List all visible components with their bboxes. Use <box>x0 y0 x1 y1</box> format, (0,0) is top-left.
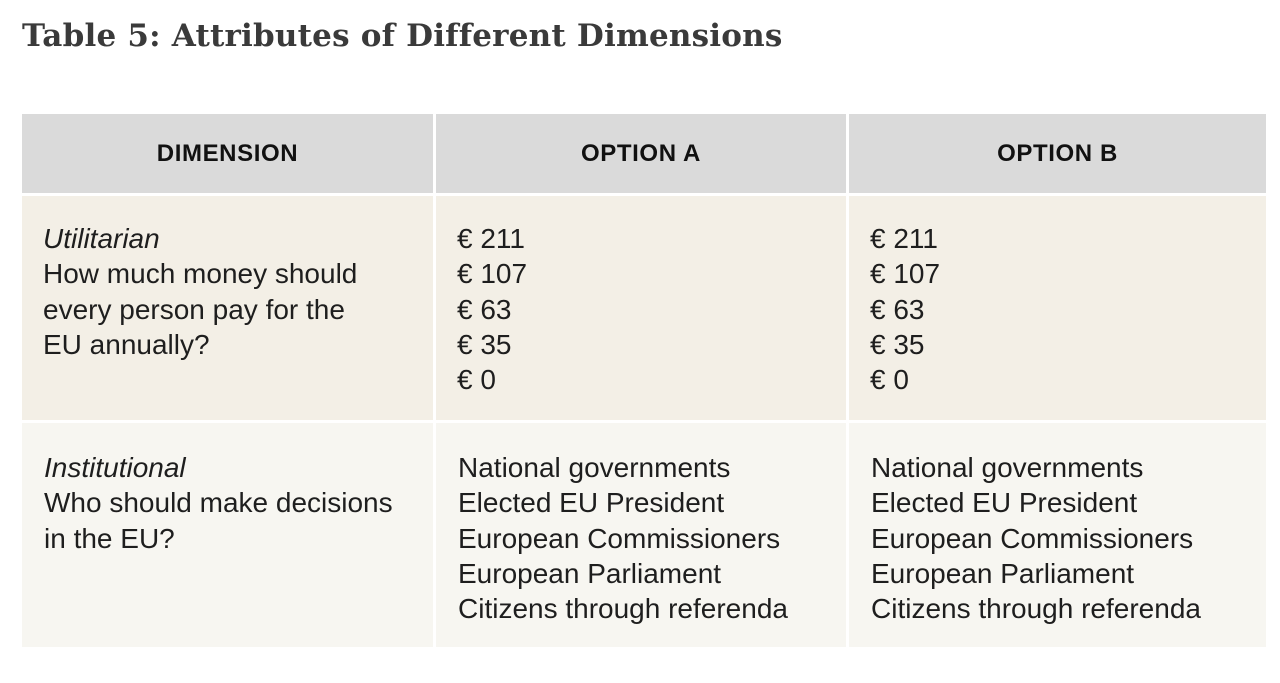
dimension-name: Utilitarian <box>43 223 160 254</box>
row-utilitarian-dimension-cell: Utilitarian How much money should every … <box>22 196 436 423</box>
row-institutional-dimension-cell: Institutional Who should make decisions … <box>22 423 436 650</box>
option-value: Elected EU President <box>871 487 1138 519</box>
option-value: National governments <box>458 452 731 483</box>
question-line: Who should make decisions <box>44 487 393 519</box>
option-value: € 0 <box>457 364 496 396</box>
option-value: European Commissioners <box>871 522 1194 554</box>
row-institutional-option-b-cell: National governments Elected EU Presiden… <box>849 423 1266 650</box>
row-utilitarian-option-b-cell: € 211 € 107 € 63 € 35 € 0 <box>849 196 1266 423</box>
option-value: € 211 <box>870 223 938 254</box>
table-title: Table 5: Attributes of Different Dimensi… <box>22 18 783 54</box>
option-value: € 107 <box>870 258 941 290</box>
option-value: Citizens through referenda <box>458 593 788 625</box>
header-option-a: OPTION A <box>436 114 849 196</box>
option-value: National governments <box>871 452 1144 483</box>
row-utilitarian-option-a-cell: € 211 € 107 € 63 € 35 € 0 <box>436 196 849 423</box>
option-value: € 107 <box>457 258 528 290</box>
option-value: European Parliament <box>871 557 1135 589</box>
question-line: every person pay for the <box>43 293 345 325</box>
dimension-name: Institutional <box>44 452 186 483</box>
option-value: € 0 <box>870 364 909 396</box>
option-value: € 63 <box>870 293 925 325</box>
option-value: European Commissioners <box>458 522 781 554</box>
row-institutional-option-a-cell: National governments Elected EU Presiden… <box>436 423 849 650</box>
question-line: EU annually? <box>43 328 210 360</box>
attributes-table: DIMENSION OPTION A OPTION B Utilitarian … <box>22 114 1266 650</box>
option-value: Elected EU President <box>458 487 725 519</box>
option-value: € 35 <box>457 328 512 360</box>
question-line: in the EU? <box>44 522 175 554</box>
option-value: € 211 <box>457 223 525 254</box>
option-value: € 63 <box>457 293 512 325</box>
option-value: Citizens through referenda <box>871 593 1201 625</box>
header-dimension: DIMENSION <box>22 114 436 196</box>
header-option-b: OPTION B <box>849 114 1266 196</box>
option-value: European Parliament <box>458 557 722 589</box>
option-value: € 35 <box>870 328 925 360</box>
question-line: How much money should <box>43 258 358 290</box>
